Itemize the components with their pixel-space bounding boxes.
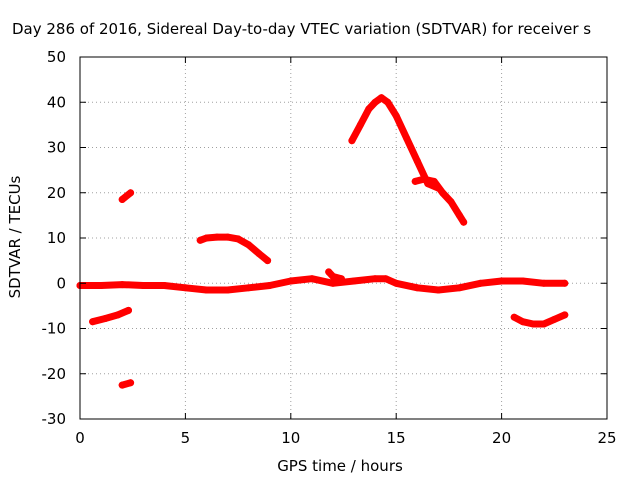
data-point <box>114 311 122 319</box>
data-point <box>224 233 232 241</box>
data-point <box>384 98 392 106</box>
x-tick-label: 0 <box>75 429 85 447</box>
data-point <box>125 306 132 314</box>
data-point <box>392 112 400 120</box>
data-point <box>245 284 253 292</box>
data-point <box>308 275 316 283</box>
data-point <box>460 218 468 226</box>
data-point <box>97 282 105 289</box>
data-point <box>329 273 337 280</box>
data-point <box>203 286 210 294</box>
y-tick-label: 0 <box>56 274 66 292</box>
data-point <box>224 286 232 294</box>
data-point <box>519 318 527 326</box>
data-point <box>371 275 379 283</box>
data-point <box>196 236 204 244</box>
y-tick-label: -10 <box>42 320 67 338</box>
data-point <box>118 381 126 389</box>
data-point <box>447 198 455 206</box>
data-point <box>127 189 135 197</box>
data-point <box>382 275 390 283</box>
y-tick-label: 30 <box>47 139 66 157</box>
data-point <box>540 279 548 287</box>
data-point <box>439 189 447 197</box>
y-tick-label: 20 <box>47 184 66 202</box>
data-point <box>203 234 210 242</box>
data-point <box>434 286 442 294</box>
data-point <box>430 177 438 185</box>
data-point <box>403 134 411 142</box>
data-point <box>245 241 253 249</box>
data-point <box>337 275 345 283</box>
data-point <box>455 284 463 292</box>
data-point <box>519 277 527 285</box>
x-tick-label: 15 <box>387 429 406 447</box>
series-dip-early <box>89 306 132 326</box>
data-point <box>139 282 147 289</box>
data-point <box>101 315 109 322</box>
data-point <box>89 318 97 326</box>
data-point <box>160 282 168 289</box>
y-tick-label: -20 <box>42 365 67 383</box>
data-point <box>420 175 428 183</box>
data-point <box>213 233 221 241</box>
data-point <box>411 177 419 185</box>
y-axis-label: SDTVAR / TECUs <box>6 175 24 298</box>
data-point <box>371 98 379 106</box>
y-tick-label: 40 <box>47 93 66 111</box>
data-point <box>356 121 364 129</box>
data-point <box>540 320 548 328</box>
axis-ticks: 0 5 10 15 20 25 -30 -20 -10 0 10 20 30 40 50 <box>42 48 617 447</box>
data-point <box>350 277 358 285</box>
data-point <box>287 277 295 285</box>
data-point <box>455 211 463 219</box>
data-point <box>498 277 506 285</box>
data-point <box>365 105 373 113</box>
data-point <box>510 313 518 321</box>
data-point <box>529 320 537 328</box>
data-point <box>264 257 272 265</box>
data-point <box>348 137 356 145</box>
chart-title: Day 286 of 2016, Sidereal Day-to-day VTE… <box>12 20 591 38</box>
x-tick-label: 5 <box>181 429 191 447</box>
data-point <box>266 282 274 289</box>
data-point <box>181 284 189 292</box>
data-point <box>561 311 569 319</box>
x-tick-label: 25 <box>597 429 616 447</box>
y-tick-label: 50 <box>47 48 66 66</box>
x-axis-label: GPS time / hours <box>277 457 403 475</box>
data-point <box>550 315 558 323</box>
data-point <box>477 279 484 287</box>
data-point <box>118 196 126 203</box>
y-tick-label: -30 <box>42 410 67 428</box>
y-tick-label: 10 <box>47 229 66 247</box>
x-tick-label: 10 <box>281 429 300 447</box>
data-point <box>413 284 421 292</box>
data-point <box>255 250 263 258</box>
data-point <box>413 157 421 165</box>
data-point <box>118 281 126 289</box>
data-layer <box>76 94 569 389</box>
data-point <box>377 94 385 102</box>
data-point <box>561 279 569 287</box>
x-tick-label: 20 <box>492 429 511 447</box>
data-point <box>392 279 400 287</box>
data-point <box>127 379 135 387</box>
data-point <box>234 235 242 243</box>
data-point <box>329 279 337 287</box>
data-point <box>325 268 333 276</box>
